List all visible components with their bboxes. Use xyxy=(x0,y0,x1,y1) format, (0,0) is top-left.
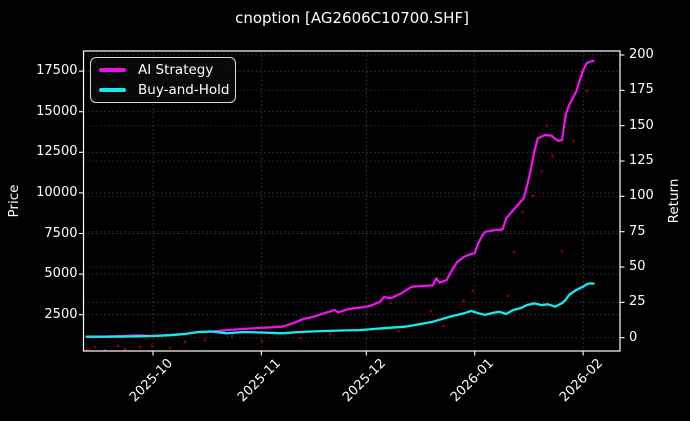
trade-dot xyxy=(150,344,154,348)
y-tick-label-right: 125 xyxy=(629,153,654,168)
trade-dot xyxy=(138,345,142,349)
y-axis-label-right: Return xyxy=(666,178,682,224)
trade-dot xyxy=(203,338,207,342)
trade-dot xyxy=(168,346,172,350)
trade-dot xyxy=(512,250,516,254)
trade-dot xyxy=(429,309,433,313)
trade-dot xyxy=(531,194,535,198)
y-tick-label-right: 100 xyxy=(629,188,654,204)
y-tick-label-left: 7500 xyxy=(44,225,78,241)
trade-dot xyxy=(260,339,264,343)
legend-swatch-ai-strategy xyxy=(99,68,126,73)
y-tick-label-right: 25 xyxy=(629,294,646,310)
legend-item-buy-and-hold: Buy-and-Hold xyxy=(99,81,230,99)
trade-dot xyxy=(328,332,332,336)
trade-dot xyxy=(560,249,564,253)
y-tick-label-right: 75 xyxy=(629,223,646,239)
trade-dot xyxy=(86,347,90,351)
trade-dot xyxy=(123,347,127,351)
trade-dot xyxy=(183,340,187,344)
y-tick-label-left: 17500 xyxy=(36,63,78,79)
chart-title: cnoption [AG2606C10700.SHF] xyxy=(235,9,469,27)
legend: AI Strategy Buy-and-Hold xyxy=(90,57,236,103)
plot-border xyxy=(82,50,621,352)
trade-dot xyxy=(506,294,509,298)
y-tick-label-right: 200 xyxy=(629,47,654,62)
series-line-ai-strategy xyxy=(85,59,595,339)
y-tick-label-right: 0 xyxy=(629,329,638,345)
trade-dot xyxy=(540,169,544,173)
trade-dot xyxy=(442,324,446,328)
trade-dot xyxy=(298,336,302,340)
y-tick-label-right: 150 xyxy=(629,117,654,133)
trade-dot xyxy=(93,345,97,349)
trade-dot xyxy=(116,344,120,348)
legend-item-ai-strategy: AI Strategy xyxy=(99,61,227,79)
trade-dot xyxy=(545,124,549,128)
trade-dot xyxy=(471,289,475,293)
legend-label: Buy-and-Hold xyxy=(138,81,230,98)
legend-label: AI Strategy xyxy=(138,62,214,79)
y-tick-label-left: 15000 xyxy=(36,103,78,119)
trade-dot xyxy=(551,154,555,158)
y-axis-label-left: Price xyxy=(6,184,22,218)
y-tick-label-left: 5000 xyxy=(44,266,78,282)
series-line-buy-and-hold xyxy=(85,282,595,338)
trade-dot xyxy=(585,89,589,93)
y-tick-label-left: 10000 xyxy=(36,184,78,200)
y-tick-label-left: 12500 xyxy=(36,144,78,160)
y-tick-label-right: 175 xyxy=(629,82,654,98)
y-tick-label-left: 2500 xyxy=(44,306,78,322)
trade-dot xyxy=(521,210,525,214)
trade-dot xyxy=(572,139,576,143)
trade-dot xyxy=(389,301,392,305)
trade-dot xyxy=(462,299,465,303)
y-tick-label-right: 50 xyxy=(629,259,646,275)
legend-swatch-buy-and-hold xyxy=(99,87,126,92)
trade-dot xyxy=(397,329,400,333)
trade-dot xyxy=(230,334,234,338)
